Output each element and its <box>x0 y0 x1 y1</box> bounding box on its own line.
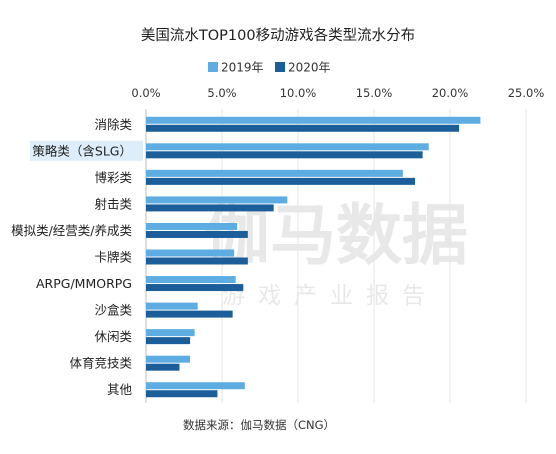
bar-2019 <box>146 382 245 390</box>
legend: 2019年 2020年 <box>208 61 331 75</box>
bar-2020 <box>146 151 423 159</box>
highlight-layer <box>30 140 143 161</box>
x-tick-label: 10.0% <box>280 86 317 100</box>
category-label: 沙盒类 <box>94 303 132 318</box>
bar-2019 <box>146 143 429 151</box>
category-label: 射击类 <box>94 196 132 211</box>
legend-swatch <box>208 62 218 72</box>
source-note: 数据来源：伽马数据（CNG） <box>183 418 335 432</box>
category-label: ARPG/MMORPG <box>36 276 132 291</box>
bar-2020 <box>146 204 274 212</box>
bars <box>146 116 481 398</box>
category-label: 博彩类 <box>94 170 132 185</box>
legend-swatch <box>275 62 285 72</box>
bar-2020 <box>146 177 416 185</box>
bar-2020 <box>146 310 233 318</box>
category-label: 消除类 <box>94 117 132 132</box>
bar-2020 <box>146 363 180 371</box>
bar-2019 <box>146 355 191 363</box>
x-tick-labels: 0.0% 5.0% 10.0% 15.0% 20.0% 25.0% <box>131 86 544 100</box>
bar-2019 <box>146 222 238 230</box>
legend-label: 2019年 <box>221 61 264 75</box>
x-tick-label: 15.0% <box>356 86 393 100</box>
bar-2020 <box>146 390 218 398</box>
bar-2019 <box>146 169 403 177</box>
legend-label: 2020年 <box>288 61 331 75</box>
bar-2020 <box>146 337 191 345</box>
x-tick-label: 25.0% <box>508 86 545 100</box>
bar-2019 <box>146 276 236 284</box>
x-tick-label: 0.0% <box>131 86 160 100</box>
bar-2020 <box>146 257 248 265</box>
bar-2020 <box>146 230 248 238</box>
category-label: 模拟类/经营类/养成类 <box>11 223 132 238</box>
bar-2019 <box>146 196 288 204</box>
category-highlight <box>30 140 143 161</box>
bar-2019 <box>146 249 235 257</box>
category-label: 策略类（含SLG） <box>32 143 132 158</box>
bar-2019 <box>146 116 481 124</box>
watermark-subtitle-text: 游戏产业报告 <box>222 283 438 309</box>
x-tick-label: 5.0% <box>207 86 236 100</box>
bar-2020 <box>146 124 460 132</box>
watermark-layer: 伽马数据 游戏产业报告 <box>204 197 468 309</box>
x-tick-label: 20.0% <box>432 86 469 100</box>
chart-title: 美国流水TOP100移动游戏各类型流水分布 <box>141 27 415 44</box>
bar-2020 <box>146 284 244 292</box>
category-label: 其他 <box>107 382 133 397</box>
bar-2019 <box>146 302 198 310</box>
category-label: 体育竞技类 <box>69 356 132 371</box>
category-label: 卡牌类 <box>94 250 132 265</box>
bar-2019 <box>146 329 195 337</box>
category-label: 休闲类 <box>94 329 132 344</box>
